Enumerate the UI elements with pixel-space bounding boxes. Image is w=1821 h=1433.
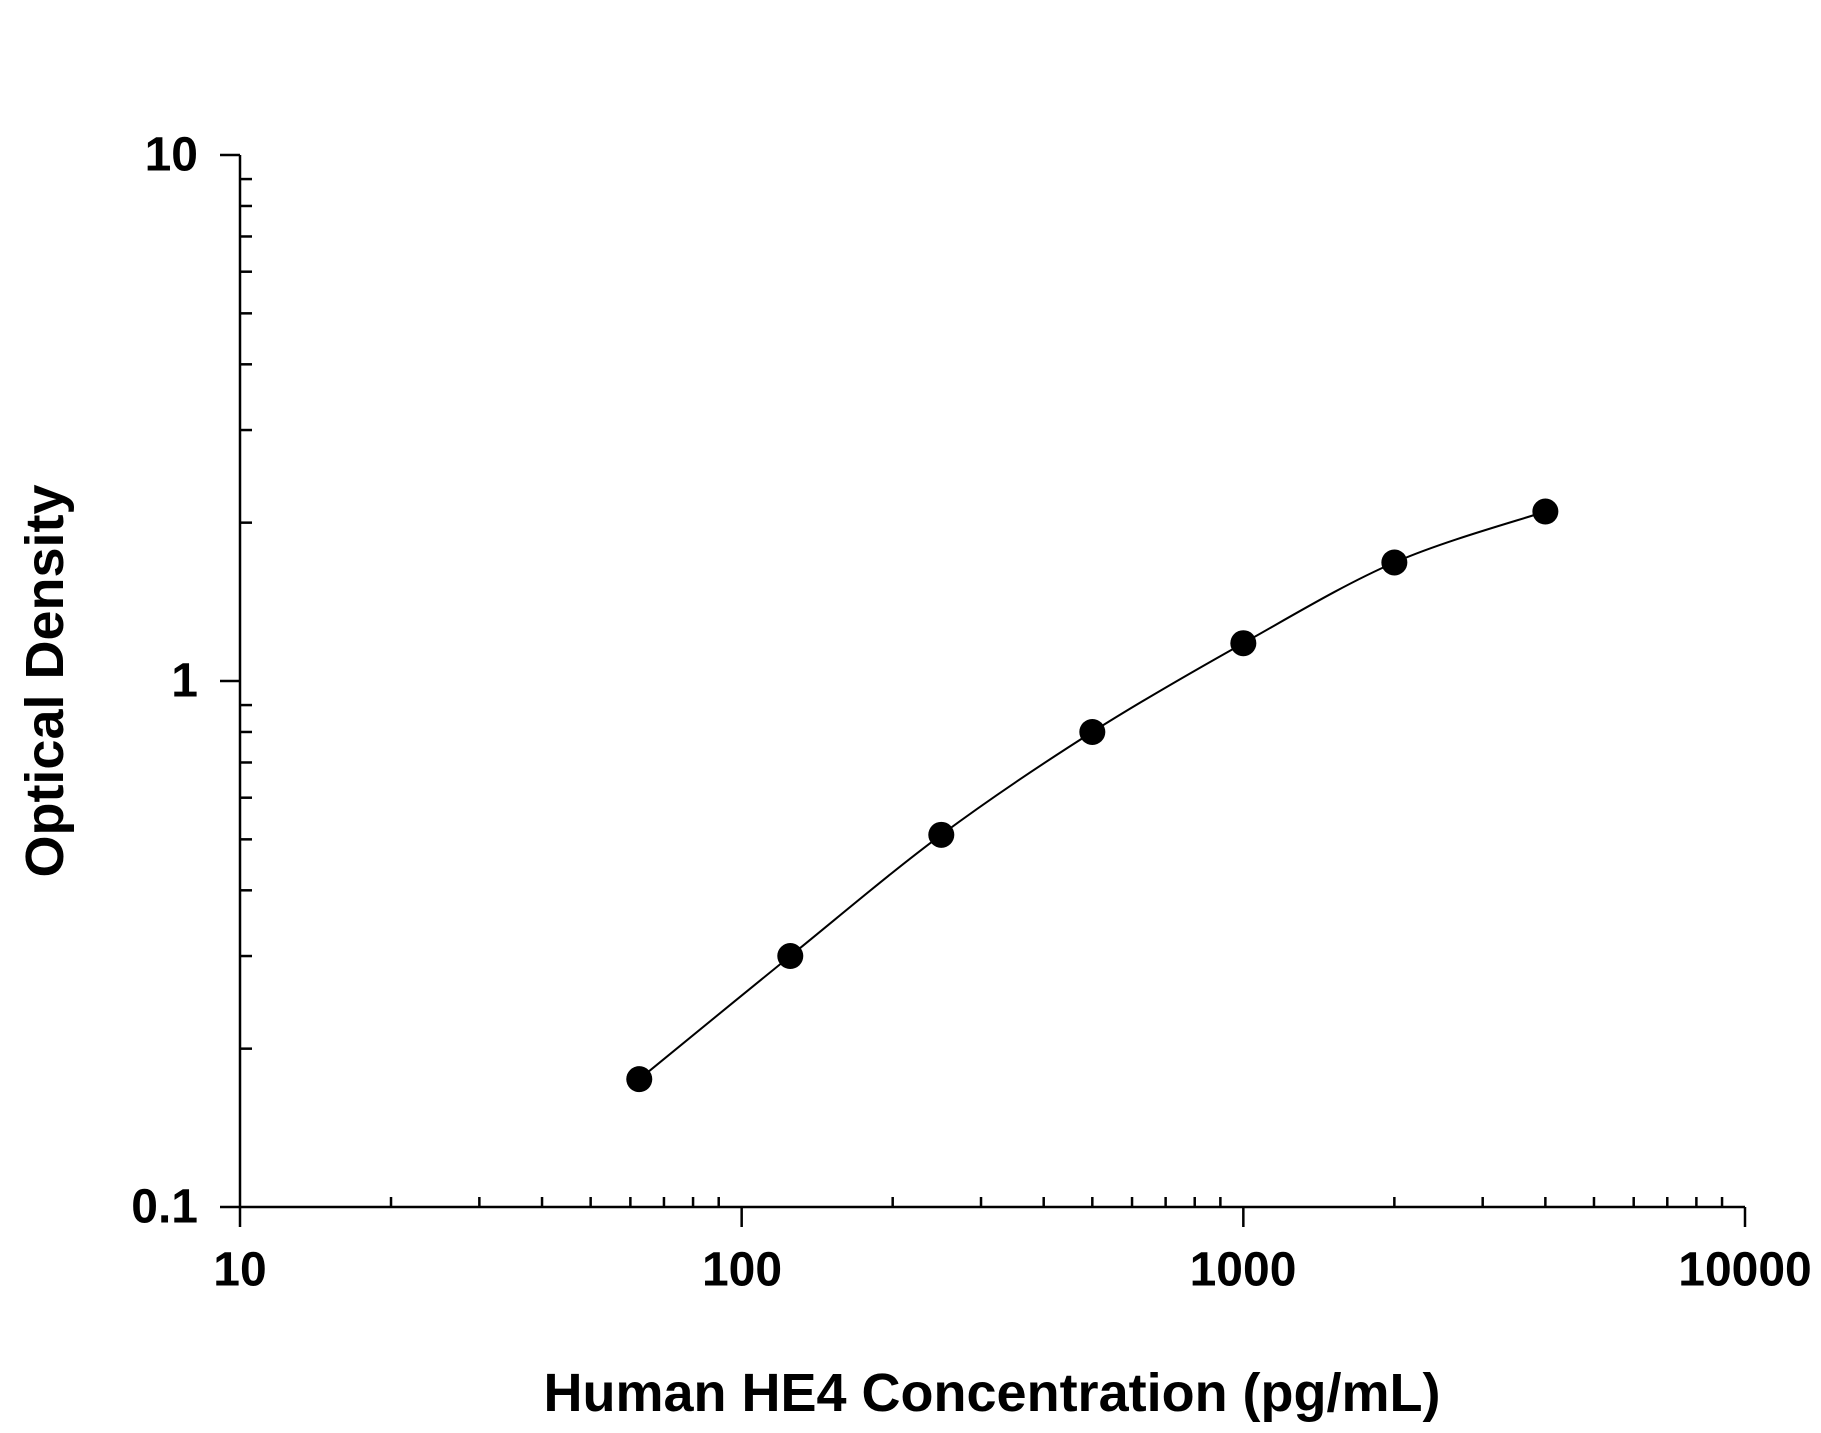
data-point bbox=[928, 821, 955, 848]
x-tick-label: 100 bbox=[702, 1244, 782, 1297]
minor-ticks bbox=[240, 177, 1724, 1207]
y-tick-label: 0.1 bbox=[131, 1181, 198, 1234]
fit-curve bbox=[638, 510, 1546, 1080]
data-point bbox=[1230, 630, 1257, 657]
x-axis-title: Human HE4 Concentration (pg/mL) bbox=[543, 1363, 1440, 1423]
data-points bbox=[626, 498, 1559, 1093]
x-tick-label: 10000 bbox=[1678, 1244, 1811, 1297]
x-tick-label: 1000 bbox=[1190, 1244, 1297, 1297]
y-axis-title: Optical Density bbox=[15, 484, 75, 877]
data-point bbox=[1079, 718, 1106, 745]
y-tick-label: 1 bbox=[171, 655, 198, 708]
major-ticks bbox=[220, 153, 1747, 1227]
data-point bbox=[1381, 549, 1408, 576]
data-point bbox=[626, 1066, 653, 1093]
x-tick-label: 10 bbox=[213, 1244, 266, 1297]
y-tick-label: 10 bbox=[145, 129, 198, 182]
data-point bbox=[777, 943, 804, 970]
data-point bbox=[1532, 498, 1559, 525]
